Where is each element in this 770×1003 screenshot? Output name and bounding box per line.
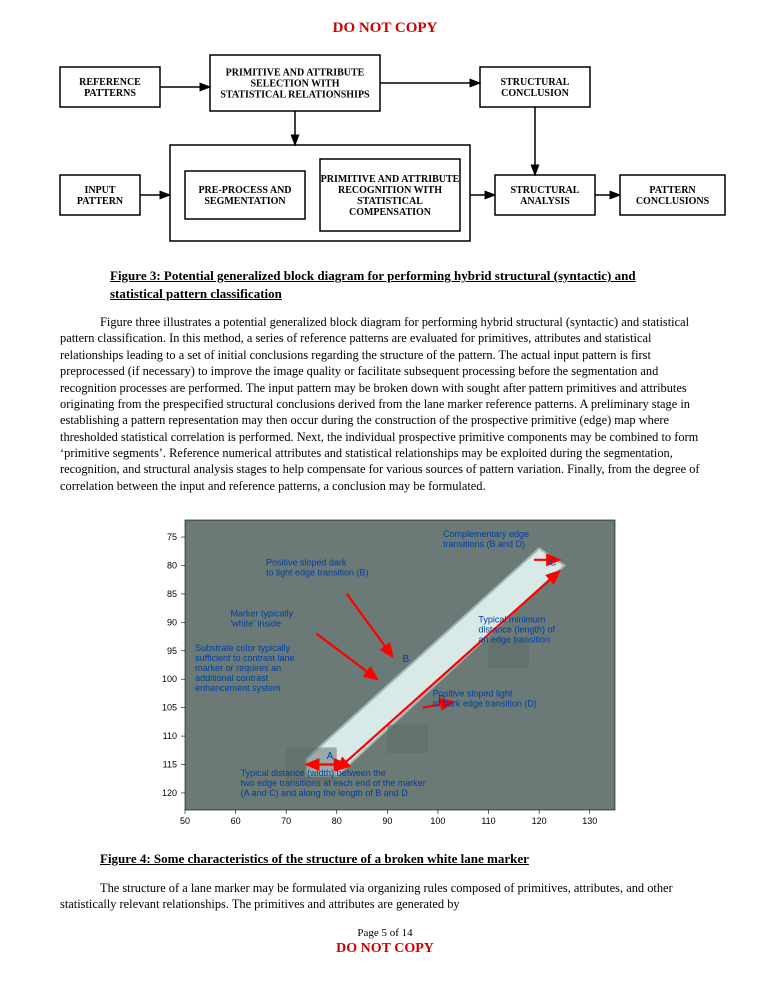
figure-3-diagram: REFERENCEPATTERNS PRIMITIVE AND ATTRIBUTE… <box>50 47 730 257</box>
annotation-minlen: an edge transition <box>478 635 550 645</box>
node-label: REFERENCE <box>79 77 141 88</box>
y-tick-label: 75 <box>167 532 177 542</box>
node-label: COMPENSATION <box>349 207 432 218</box>
x-tick-label: 120 <box>532 816 547 826</box>
node-label: PATTERNS <box>84 88 136 99</box>
point-label-A: A <box>327 751 334 762</box>
y-tick-label: 105 <box>162 703 177 713</box>
annotation-white: 'white' inside <box>231 619 281 629</box>
annotation-width: Typical distance (width) between the <box>241 768 386 778</box>
annotation-sub: sufficient to contrast lane <box>195 653 294 663</box>
y-tick-label: 95 <box>167 646 177 656</box>
annotation-sub: enhancement system <box>195 683 281 693</box>
x-tick-label: 70 <box>281 816 291 826</box>
annotation-sub: Substrate color typically <box>195 643 291 653</box>
y-tick-label: 80 <box>167 561 177 571</box>
annotation-posD: to dark edge transition (D) <box>433 698 537 708</box>
annotation-width: (A and C) and along the length of B and … <box>241 788 409 798</box>
figure-4-graphic: ABCDComplementary edgetransitions (B and… <box>135 510 635 830</box>
point-label-C: C <box>549 558 556 569</box>
node-label: SELECTION WITH <box>250 79 339 90</box>
x-tick-label: 80 <box>332 816 342 826</box>
x-tick-label: 100 <box>430 816 445 826</box>
page-number: Page 5 of 14 <box>50 927 720 939</box>
do-not-copy-header: DO NOT COPY <box>50 20 720 37</box>
node-label: ANALYSIS <box>520 196 570 207</box>
paragraph-2: The structure of a lane marker may be fo… <box>60 880 710 913</box>
node-label: CONCLUSION <box>501 88 570 99</box>
node-label: STATISTICAL RELATIONSHIPS <box>220 90 370 101</box>
annotation-comp: transitions (B and D) <box>443 539 525 549</box>
node-label: CONCLUSIONS <box>636 196 710 207</box>
annotation-width: two edge transitions at each end of the … <box>241 778 426 788</box>
y-tick-label: 120 <box>162 788 177 798</box>
x-tick-label: 130 <box>582 816 597 826</box>
node-label: PATTERN <box>649 185 696 196</box>
figure-3-caption: Figure 3: Potential generalized block di… <box>110 267 690 302</box>
node-label: SEGMENTATION <box>204 196 286 207</box>
annotation-posB: Positive sloped dark <box>266 558 347 568</box>
node-label: PATTERN <box>77 196 124 207</box>
x-tick-label: 60 <box>231 816 241 826</box>
annotation-minlen: distance (length) of <box>478 625 555 635</box>
annotation-comp: Complementary edge <box>443 529 529 539</box>
annotation-sub: marker or requires an <box>195 663 281 673</box>
node-label: PRE-PROCESS AND <box>198 185 291 196</box>
y-tick-label: 85 <box>167 589 177 599</box>
x-tick-label: 90 <box>382 816 392 826</box>
y-tick-label: 100 <box>162 674 177 684</box>
x-tick-label: 50 <box>180 816 190 826</box>
do-not-copy-footer: DO NOT COPY <box>50 941 720 957</box>
annotation-posB: to light edge transition (B) <box>266 568 369 578</box>
node-label: INPUT <box>84 185 115 196</box>
y-tick-label: 115 <box>163 760 177 770</box>
figure-4-caption: Figure 4: Some characteristics of the st… <box>100 850 680 868</box>
node-label: STRUCTURAL <box>501 77 570 88</box>
x-tick-label: 110 <box>481 816 495 826</box>
y-tick-label: 110 <box>163 731 177 741</box>
annotation-posD: Positive sloped light <box>433 688 513 698</box>
node-label: RECOGNITION WITH <box>338 185 442 196</box>
annotation-minlen: Typical minimum <box>478 615 545 625</box>
node-label: PRIMITIVE AND ATTRIBUTE <box>321 174 460 185</box>
annotation-white: Marker typically <box>231 609 294 619</box>
node-label: PRIMITIVE AND ATTRIBUTE <box>226 68 365 79</box>
node-label: STRUCTURAL <box>511 185 580 196</box>
texture-patch <box>387 725 427 753</box>
paragraph-1: Figure three illustrates a potential gen… <box>60 314 710 494</box>
node-label: STATISTICAL <box>357 196 423 207</box>
annotation-sub: additional contrast <box>195 673 269 683</box>
point-label-B: B <box>403 654 410 665</box>
y-tick-label: 90 <box>167 618 177 628</box>
